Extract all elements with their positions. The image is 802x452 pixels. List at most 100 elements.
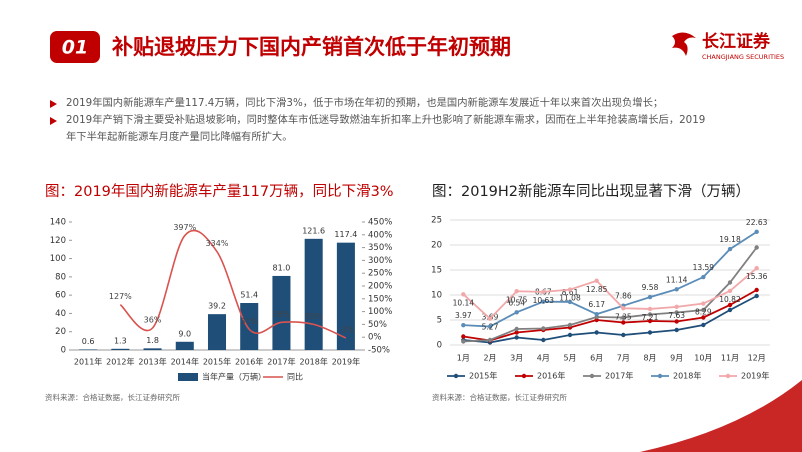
point <box>514 310 519 315</box>
bullet-text: 2019年国内新能源车产量117.4万辆，同比下滑3%，低于市场在年初的预期，也… <box>66 97 664 109</box>
legend-label: 同比 <box>287 372 303 382</box>
point <box>727 302 733 308</box>
y2-tick-label: 450% <box>368 218 392 228</box>
bullet-marker <box>50 100 57 108</box>
point <box>621 320 626 325</box>
y-tick-label: 140 <box>50 218 66 228</box>
x-tick-label: 2015年 <box>203 357 231 367</box>
point <box>487 337 493 343</box>
y-tick-label: 60 <box>55 291 66 301</box>
y-tick-label: 25 <box>431 216 442 226</box>
data-label: 36% <box>144 315 162 324</box>
data-label: 7.35 <box>615 312 632 321</box>
y-tick-label: 0 <box>437 341 442 351</box>
point <box>754 229 759 235</box>
line <box>463 295 758 344</box>
x-tick-label: 2012年 <box>106 357 134 367</box>
point <box>594 330 599 335</box>
x-tick-label: 8月 <box>643 354 656 363</box>
logo-subtitle: CHANGJIANG SECURITIES <box>702 53 784 61</box>
data-label: 9.0 <box>178 329 191 338</box>
data-label: 1.8 <box>146 336 159 345</box>
data-label: 81.0 <box>273 263 291 272</box>
point <box>701 307 706 313</box>
point <box>621 315 626 320</box>
data-label: 3.97 <box>455 311 472 320</box>
point <box>701 315 706 320</box>
y2-tick-label: 400% <box>368 230 392 240</box>
point <box>487 324 493 329</box>
point <box>647 330 653 335</box>
x-tick-label: 1月 <box>457 354 470 363</box>
x-tick-label: 2011年 <box>74 357 102 367</box>
bar <box>143 348 162 350</box>
y2-tick-label: 200% <box>368 282 392 292</box>
point <box>541 289 546 295</box>
source: 资料来源：合格证数据，长江证券研究所 <box>45 392 180 402</box>
line <box>462 267 758 320</box>
y2-tick-label: 350% <box>368 243 392 253</box>
data-label: 39.2 <box>208 302 226 311</box>
x-tick-label: 5月 <box>563 354 576 363</box>
number-tab <box>50 31 100 63</box>
x-tick-label: 2019年 <box>332 357 360 367</box>
data-label: 50% <box>305 312 323 321</box>
line <box>463 231 758 328</box>
point <box>621 332 626 338</box>
y-tick-label: 20 <box>55 327 66 337</box>
x-tick-label: 2月 <box>483 354 496 363</box>
y-tick-label: 0 <box>61 346 66 356</box>
y-tick-label: 5 <box>437 316 442 326</box>
data-label: 58% <box>273 310 291 319</box>
point <box>461 292 466 297</box>
data-label: 5.27 <box>482 323 499 332</box>
point <box>727 246 733 252</box>
y2-tick-label: 250% <box>368 269 392 279</box>
legend-label: 2019年 <box>741 371 769 381</box>
point <box>647 306 653 312</box>
x-tick-label: 2014年 <box>171 357 199 367</box>
y2-tick-label: -50% <box>368 346 390 356</box>
y-tick-label: 15 <box>431 266 442 276</box>
data-label: -3% <box>338 325 354 334</box>
charts: 图：2019年国内新能源车产量117万辆，同比下滑3% 资料来源：合格证数据，长江… <box>45 183 770 402</box>
y-tick-label: 100 <box>50 254 66 264</box>
y2-tick-label: 100% <box>368 307 392 317</box>
chart-title: 图：2019年国内新能源车产量117万辆，同比下滑3% <box>45 183 394 200</box>
line <box>463 289 758 342</box>
logo-name: 长江证券 <box>702 31 771 52</box>
logo-icon <box>672 32 696 56</box>
point <box>701 274 706 280</box>
point <box>541 337 546 343</box>
data-label: 0.6 <box>82 337 95 346</box>
legend-swatch <box>178 373 198 381</box>
data-label: 127% <box>109 292 132 301</box>
x-tick-label: 9月 <box>670 354 683 363</box>
legend-swatch <box>521 373 527 379</box>
data-label: 11.14 <box>666 275 688 284</box>
point <box>541 326 546 331</box>
x-tick-label: 2013年 <box>138 357 166 367</box>
data-label: 19.18 <box>719 235 741 244</box>
x-tick-label: 4月 <box>537 354 550 363</box>
point <box>461 339 466 344</box>
y2-tick-label: 0% <box>368 333 382 343</box>
x-tick-label: 2017年 <box>267 357 295 367</box>
y2-tick-label: 150% <box>368 294 392 304</box>
point <box>621 306 626 311</box>
legend-label: 当年产量（万辆） <box>202 372 266 382</box>
point <box>674 310 679 315</box>
point <box>727 280 733 285</box>
y-tick-label: 80 <box>55 272 66 282</box>
data-label: 9.58 <box>642 283 659 292</box>
point <box>754 266 759 271</box>
bullet-text: 2019年产销下滑主要受补贴退坡影响，同时整体车市低迷导致燃油车折扣率上升也影响… <box>66 114 706 143</box>
line <box>463 246 758 343</box>
data-label: 6.54 <box>508 298 525 307</box>
data-label: 10.14 <box>453 298 475 307</box>
point <box>461 322 466 328</box>
bar <box>175 341 194 350</box>
data-label: 31% <box>240 317 258 326</box>
y2-tick-label: 300% <box>368 256 392 266</box>
